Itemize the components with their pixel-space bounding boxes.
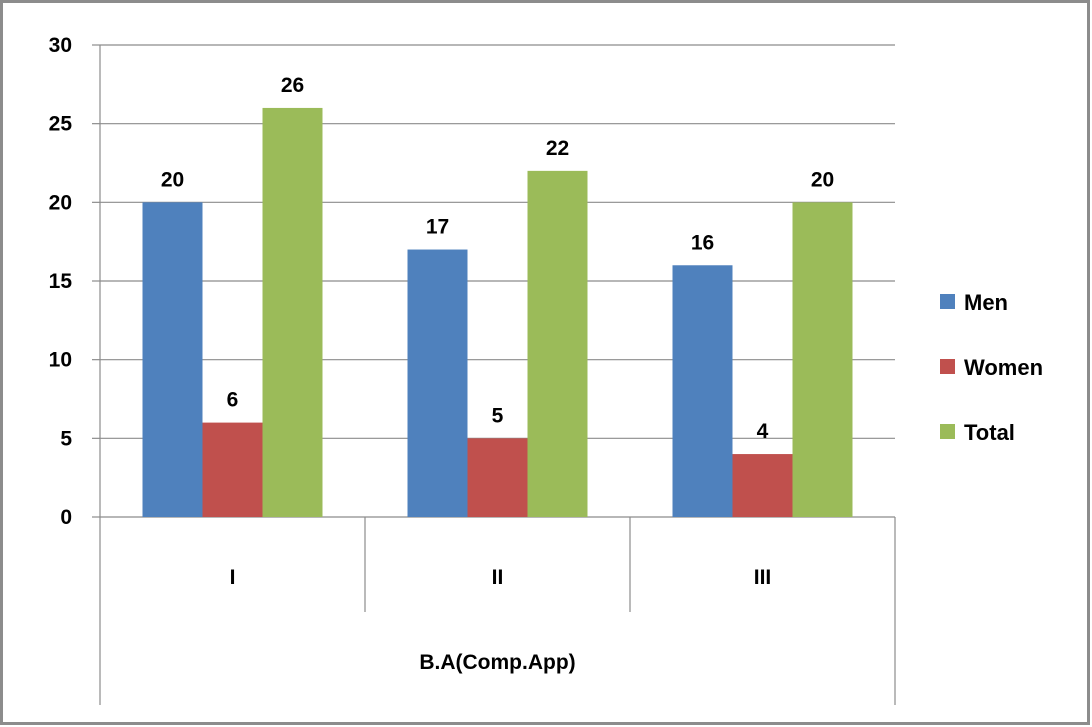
- bar-total-iii: [792, 202, 853, 518]
- legend-label: Women: [964, 355, 1043, 380]
- bar-men-iii: [672, 265, 733, 517]
- data-label: 20: [161, 168, 184, 191]
- y-tick-label: 20: [49, 191, 72, 214]
- data-label: 20: [811, 168, 834, 191]
- legend-swatch-men: [940, 294, 955, 309]
- x-group-label: B.A(Comp.App): [419, 651, 575, 674]
- y-tick-label: 5: [60, 427, 72, 450]
- data-label: 6: [227, 389, 239, 412]
- x-tick-label: III: [754, 566, 772, 589]
- data-labels: 20 6 26 17 5 22 16 4 20: [161, 74, 834, 443]
- y-axis: 0 5 10 15 20 25 30: [49, 34, 101, 529]
- bars: [142, 107, 853, 518]
- x-tick-label: I: [230, 566, 236, 589]
- y-tick-label: 15: [49, 270, 73, 293]
- data-label: 17: [426, 216, 449, 239]
- data-label: 22: [546, 137, 569, 160]
- bar-men-i: [142, 202, 203, 518]
- bar-total-ii: [527, 170, 588, 517]
- y-tick-label: 25: [49, 113, 73, 136]
- bar-women-ii: [467, 438, 528, 517]
- x-axis: B.A(Comp.App) I II III: [99, 517, 896, 705]
- bar-women-iii: [732, 454, 793, 517]
- legend-swatch-women: [940, 359, 955, 374]
- legend-swatch-total: [940, 424, 955, 439]
- legend: Men Women Total: [940, 290, 1043, 445]
- data-label: 26: [281, 74, 304, 97]
- bar-men-ii: [407, 249, 468, 518]
- bar-women-i: [202, 422, 263, 517]
- y-tick-label: 30: [49, 34, 72, 57]
- y-tick-label: 10: [49, 349, 72, 372]
- legend-label: Men: [964, 290, 1008, 315]
- bar-total-i: [262, 107, 323, 517]
- data-label: 16: [691, 231, 714, 254]
- data-label: 4: [757, 420, 769, 443]
- x-tick-label: II: [492, 566, 504, 589]
- y-tick-label: 0: [60, 506, 72, 529]
- data-label: 5: [492, 404, 504, 427]
- legend-label: Total: [964, 420, 1015, 445]
